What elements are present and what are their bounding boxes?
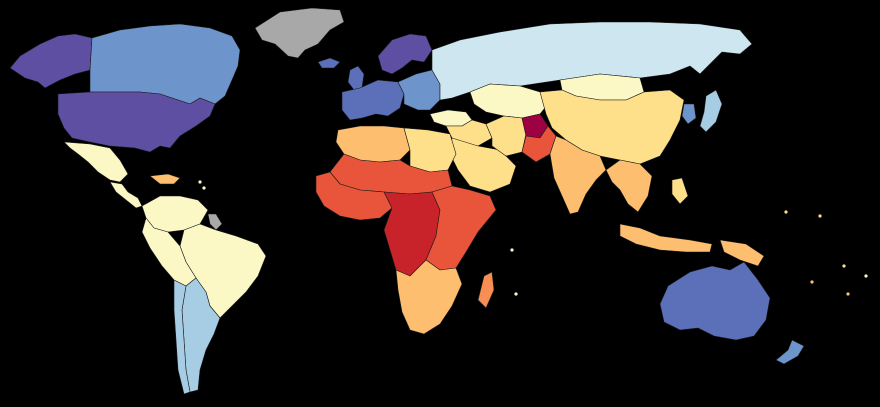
island-dot [198,180,202,184]
region-guianas[interactable] [207,213,223,231]
region-usa[interactable] [57,91,216,153]
region-egypt-libya[interactable] [403,127,457,173]
region-korea[interactable] [681,103,697,125]
region-caribbean[interactable] [149,173,181,185]
region-central-america[interactable] [109,181,143,209]
island-dot [514,292,518,296]
island-dot [818,214,822,218]
island-dot [842,264,846,268]
region-uk-ireland[interactable] [347,65,365,91]
region-indonesia[interactable] [619,223,713,253]
island-dot [864,274,868,278]
region-east-africa[interactable] [425,185,497,271]
region-australia[interactable] [659,261,771,341]
region-papua[interactable] [719,239,765,267]
region-japan[interactable] [699,89,723,133]
region-west-africa[interactable] [315,171,393,221]
region-russia[interactable] [431,21,753,101]
region-philippines[interactable] [671,177,689,205]
region-iceland[interactable] [317,57,341,69]
region-new-zealand[interactable] [775,339,805,365]
island-dot [784,210,788,214]
island-dot [810,280,814,284]
region-alaska[interactable] [9,33,93,89]
region-eastern-europe[interactable] [397,69,441,111]
region-chile[interactable] [173,279,191,395]
region-central-asia[interactable] [469,83,549,119]
island-dot [846,292,850,296]
region-southern-africa[interactable] [395,259,463,335]
region-mexico[interactable] [63,141,129,183]
region-se-asia[interactable] [605,159,653,213]
region-scandinavia[interactable] [377,33,433,75]
region-greenland[interactable] [254,7,345,59]
region-india[interactable] [549,135,607,215]
region-western-europe[interactable] [341,79,405,121]
island-dot [202,186,206,190]
island-dot [510,248,514,252]
region-madagascar[interactable] [477,271,495,309]
